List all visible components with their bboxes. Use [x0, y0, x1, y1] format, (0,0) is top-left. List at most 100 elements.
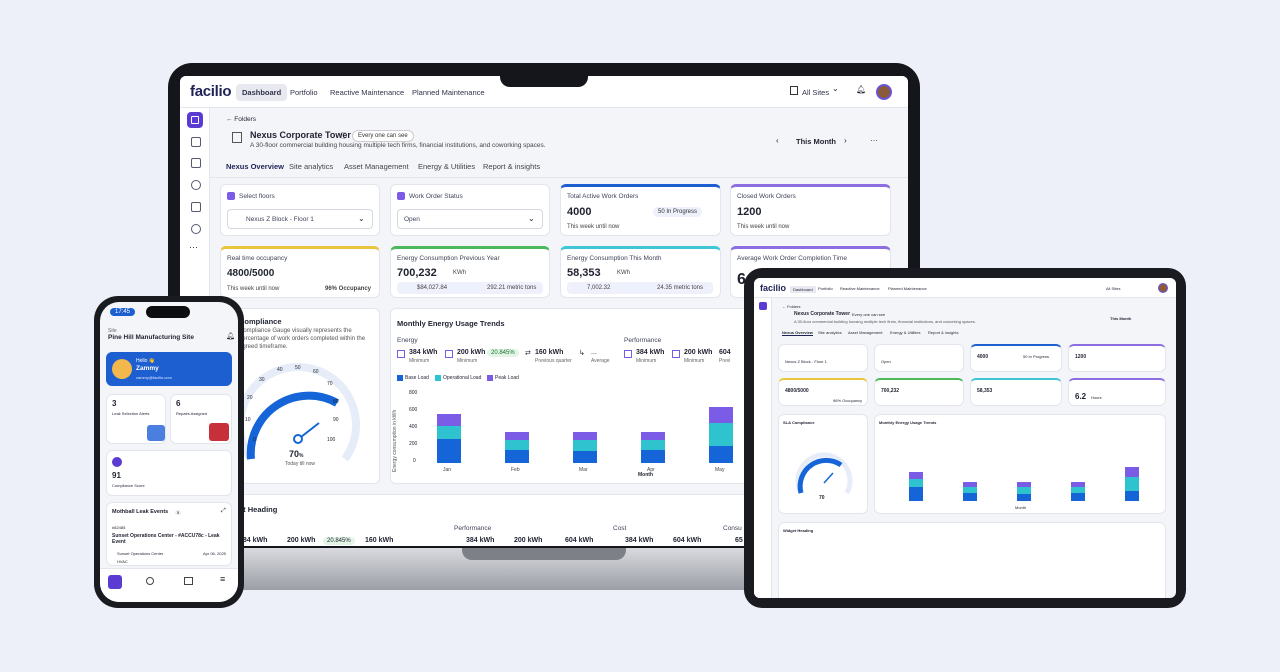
tab-divider [210, 177, 908, 178]
tab-site-analytics[interactable]: Site analytics [289, 162, 334, 171]
sidebar-money-icon[interactable] [191, 180, 201, 190]
tablet-breadcrumb[interactable]: ← Folders [782, 304, 801, 309]
tablet-topbar [754, 278, 1176, 298]
info-icon[interactable]: ⓘ [340, 133, 347, 140]
legend-base[interactable]: Base Load [405, 375, 429, 381]
chevron-down-icon[interactable]: ⌄ [832, 84, 839, 93]
closed-card: Closed Work Orders 1200 This week until … [730, 184, 891, 236]
site-selector[interactable]: All Sites [802, 88, 830, 97]
tablet-tab-energy[interactable]: Energy & Utilities [890, 330, 921, 335]
chart-xlabel: Month [638, 472, 653, 478]
phone-email: zammy@facilio.com [136, 375, 172, 380]
bar-mar-operational-load [1017, 487, 1031, 494]
bar-jan-base-load [437, 439, 461, 463]
bar-feb-base-load [963, 493, 977, 501]
floor-select[interactable]: Nexus Z Block - Floor 1 ⌄ [227, 209, 373, 229]
tablet-status[interactable]: Open [881, 359, 891, 364]
status-select-value: Open [404, 216, 420, 223]
expand-icon[interactable]: ⤢ [221, 508, 226, 514]
tab-briefcase-icon[interactable] [184, 577, 193, 585]
more-icon[interactable]: ··· [189, 242, 198, 252]
gauge-tick-80: 80 [333, 399, 339, 405]
tablet-tab-site[interactable]: Site analytics [818, 330, 842, 335]
sidebar-home[interactable] [187, 112, 203, 128]
bar-jan-peak-load [437, 414, 461, 427]
tablet-site[interactable]: All Sites [1106, 286, 1121, 291]
tablet-nav-reactive[interactable]: Reactive Maintenance [840, 286, 880, 291]
prev-period[interactable]: ‹ [776, 136, 779, 145]
nav-reactive-maintenance[interactable]: Reactive Maintenance [330, 88, 405, 97]
tablet-tab-asset[interactable]: Asset Management [848, 330, 883, 335]
tablet-nav-portfolio[interactable]: Portfolio [818, 286, 833, 291]
phone-tabbar: ≡ [100, 568, 238, 602]
energy-this-co2: 24.35 metric tons [657, 285, 704, 291]
phone-event-id: #82485 [112, 525, 126, 530]
breadcrumb[interactable]: ← Folders [226, 116, 256, 123]
tab-home-icon[interactable] [108, 575, 122, 589]
tablet-tab-report[interactable]: Report & insights [928, 330, 959, 335]
sidebar-people-icon[interactable] [191, 158, 201, 168]
nav-dashboard[interactable]: Dashboard [236, 84, 288, 101]
tablet-floors[interactable]: Nexus Z Block - Floor 1 [785, 359, 827, 364]
phone-score-card[interactable]: 91 Compliance Score [106, 450, 232, 496]
sidebar-assets-icon[interactable] [191, 202, 201, 212]
energy-this-value: 58,353 [567, 267, 601, 279]
tablet-closed-card: 1200 [1068, 344, 1166, 372]
energy-prev-bar [397, 282, 543, 294]
phone-repairs-card[interactable]: 6 Repairs Assigned [170, 394, 232, 444]
sidebar-user-icon[interactable] [191, 224, 201, 234]
occupancy-pct: 96% Occupancy [325, 286, 372, 292]
phone-time: 17:45 [110, 308, 136, 316]
phone-site[interactable]: Pine Hill Manufacturing Site [108, 334, 194, 341]
performance-label: Performance [624, 337, 662, 344]
widget-stat-2: 200 kWh [287, 537, 316, 544]
legend-operational[interactable]: Operational Load [443, 375, 482, 381]
sidebar-work-icon[interactable] [191, 137, 201, 147]
phone-leaks-card[interactable]: 3 Leak Selection Alerts [106, 394, 166, 444]
sla-value-unit: % [299, 453, 304, 459]
bell-icon[interactable]: 🔔︎ [226, 333, 235, 340]
nav-portfolio[interactable]: Portfolio [290, 88, 318, 97]
energy-prev-value: 700,232 [397, 267, 437, 279]
xtick-mar: Mar [579, 467, 588, 473]
avatar[interactable] [876, 84, 892, 100]
widget-stat-4: 160 kWh [365, 537, 394, 544]
logo: facilio [190, 83, 232, 100]
phone-event-loc: Sunset Operations Center [117, 551, 164, 556]
tablet-avatar[interactable] [1158, 283, 1168, 293]
next-period[interactable]: › [844, 136, 847, 145]
home-icon [191, 116, 199, 124]
repair-illustration [209, 423, 229, 441]
tab-menu-icon[interactable]: ≡ [220, 574, 226, 584]
bar-apr-operational-load [641, 440, 665, 450]
tab-report-insights[interactable]: Report & insights [483, 162, 541, 171]
tablet-home-icon[interactable] [759, 302, 767, 310]
bar-apr-peak-load [1071, 482, 1085, 488]
nav-planned-maintenance[interactable]: Planned Maintenance [412, 88, 485, 97]
tab-asset-management[interactable]: Asset Management [344, 162, 409, 171]
widget-stat-1: 384 kWh [239, 537, 268, 544]
legend-peak[interactable]: Peak Load [495, 375, 519, 381]
tab-nexus-overview[interactable]: Nexus Overview [226, 162, 284, 178]
tablet-active-card: 4000 50 In Progress [970, 344, 1062, 372]
tab-energy-utilities[interactable]: Energy & Utilities [418, 162, 476, 171]
phone-event-title[interactable]: Sunset Operations Center - #ACCU78c - Le… [112, 533, 220, 545]
energy-this-label: Energy Consumption This Month [567, 255, 662, 262]
tab-explore-icon[interactable] [146, 577, 154, 585]
status-select[interactable]: Open ⌄ [397, 209, 543, 229]
tablet-nav-planned[interactable]: Planned Maintenance [888, 286, 927, 291]
phone-island [146, 306, 190, 318]
score-icon [112, 457, 122, 467]
bar-apr-peak-load [641, 431, 665, 441]
leak-illustration [147, 425, 165, 441]
tablet-avg-unit: Hours [1091, 395, 1102, 400]
widget-perf: Performance [454, 525, 492, 532]
more-options-icon[interactable]: ··· [870, 136, 878, 145]
bell-icon[interactable]: 🔔︎ [856, 85, 867, 94]
energy-prev-unit: KWh [453, 270, 467, 276]
tablet-tab-overview[interactable]: Nexus Overview [782, 330, 813, 336]
chart-ylabel: Energy consumption in kWh [392, 409, 398, 472]
tablet-nav-dashboard[interactable]: Dashboard [790, 286, 816, 293]
tablet-prev: 700,232 [881, 388, 900, 394]
widget-stat-6: 200 kWh [514, 537, 543, 544]
